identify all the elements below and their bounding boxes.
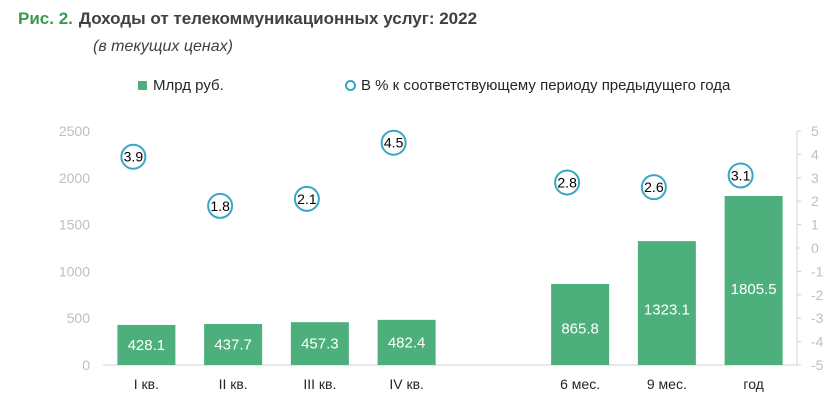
markers-group: 3.9 1.8 2.1 4.5 2.8 2.6 3.1 [120,129,754,219]
left-tick-label: 1000 [59,263,90,279]
left-tick-label: 500 [67,310,91,326]
right-tick-label: -3 [811,310,824,326]
category-label: II кв. [219,376,248,392]
pct-marker [554,169,581,196]
left-tick-label: 2000 [59,170,90,186]
left-tick-label: 1500 [59,217,90,233]
right-tick-label: 3 [811,170,819,186]
bar [204,324,263,365]
pct-value-label: 2.8 [557,174,577,190]
bar-value-label: 437.7 [214,337,252,354]
pct-value-label: 1.8 [210,198,230,214]
bar-value-label: 1323.1 [644,301,690,318]
bar [724,196,783,365]
legend-markers-label: В % к соответствующему периоду предыдуще… [361,77,731,94]
legend-bars-label: Млрд руб. [153,77,224,94]
bar-value-label: 865.8 [561,321,599,338]
pct-value-label: 3.1 [731,167,751,183]
chart-title: Рис. 2. Доходы от телекоммуникационных ус… [18,9,477,29]
bars-group: 428.1 437.7 457.3 482.4 865.8 1323.1 1805.5 [117,196,783,365]
right-tick-label: -4 [811,334,824,350]
bar-value-label: 457.3 [301,336,339,353]
category-label: год [743,376,763,392]
bar [377,319,436,365]
category-label: 6 мес. [560,376,600,392]
right-tick-label: 5 [811,123,819,139]
pct-marker [293,185,320,212]
chart-subtitle: (в текущих ценах) [93,38,233,55]
right-tick-label: 2 [811,193,819,209]
bar-value-label: 1805.5 [731,281,777,298]
bar [117,324,176,365]
right-tick-label: -1 [811,263,824,279]
bar [637,241,696,365]
figure-title: Доходы от телекоммуникационных услуг: 20… [78,9,478,28]
left-tick-label: 0 [82,357,90,373]
pct-marker [640,174,667,201]
bar [290,322,349,365]
pct-value-label: 4.5 [384,135,404,151]
pct-marker [380,129,407,156]
right-tick-label: 1 [811,217,819,233]
figure-label: Рис. 2. [18,9,73,28]
right-tick-label: -2 [811,287,824,303]
pct-marker [727,162,754,189]
category-label: I кв. [134,376,159,392]
pct-value-label: 3.9 [124,149,144,165]
right-tick-label: 0 [811,240,819,256]
left-tick-label: 2500 [59,123,90,139]
pct-value-label: 2.1 [297,191,317,207]
legend-item-markers: В % к соответствующему периоду предыдуще… [345,77,730,94]
right-tick-label: 4 [811,146,819,162]
bar [551,283,610,365]
pct-value-label: 2.6 [644,179,664,195]
category-label: 9 мес. [647,376,687,392]
right-tick-label: -5 [811,357,824,373]
legend-bar-swatch-icon [138,81,147,90]
pct-marker [120,143,147,170]
category-label: III кв. [303,376,336,392]
bar-value-label: 482.4 [388,334,426,351]
category-label: IV кв. [389,376,424,392]
pct-marker [207,192,234,219]
bar-value-label: 428.1 [128,337,166,354]
legend-ring-icon [345,80,356,91]
legend-item-bars: Млрд руб. [138,77,224,94]
